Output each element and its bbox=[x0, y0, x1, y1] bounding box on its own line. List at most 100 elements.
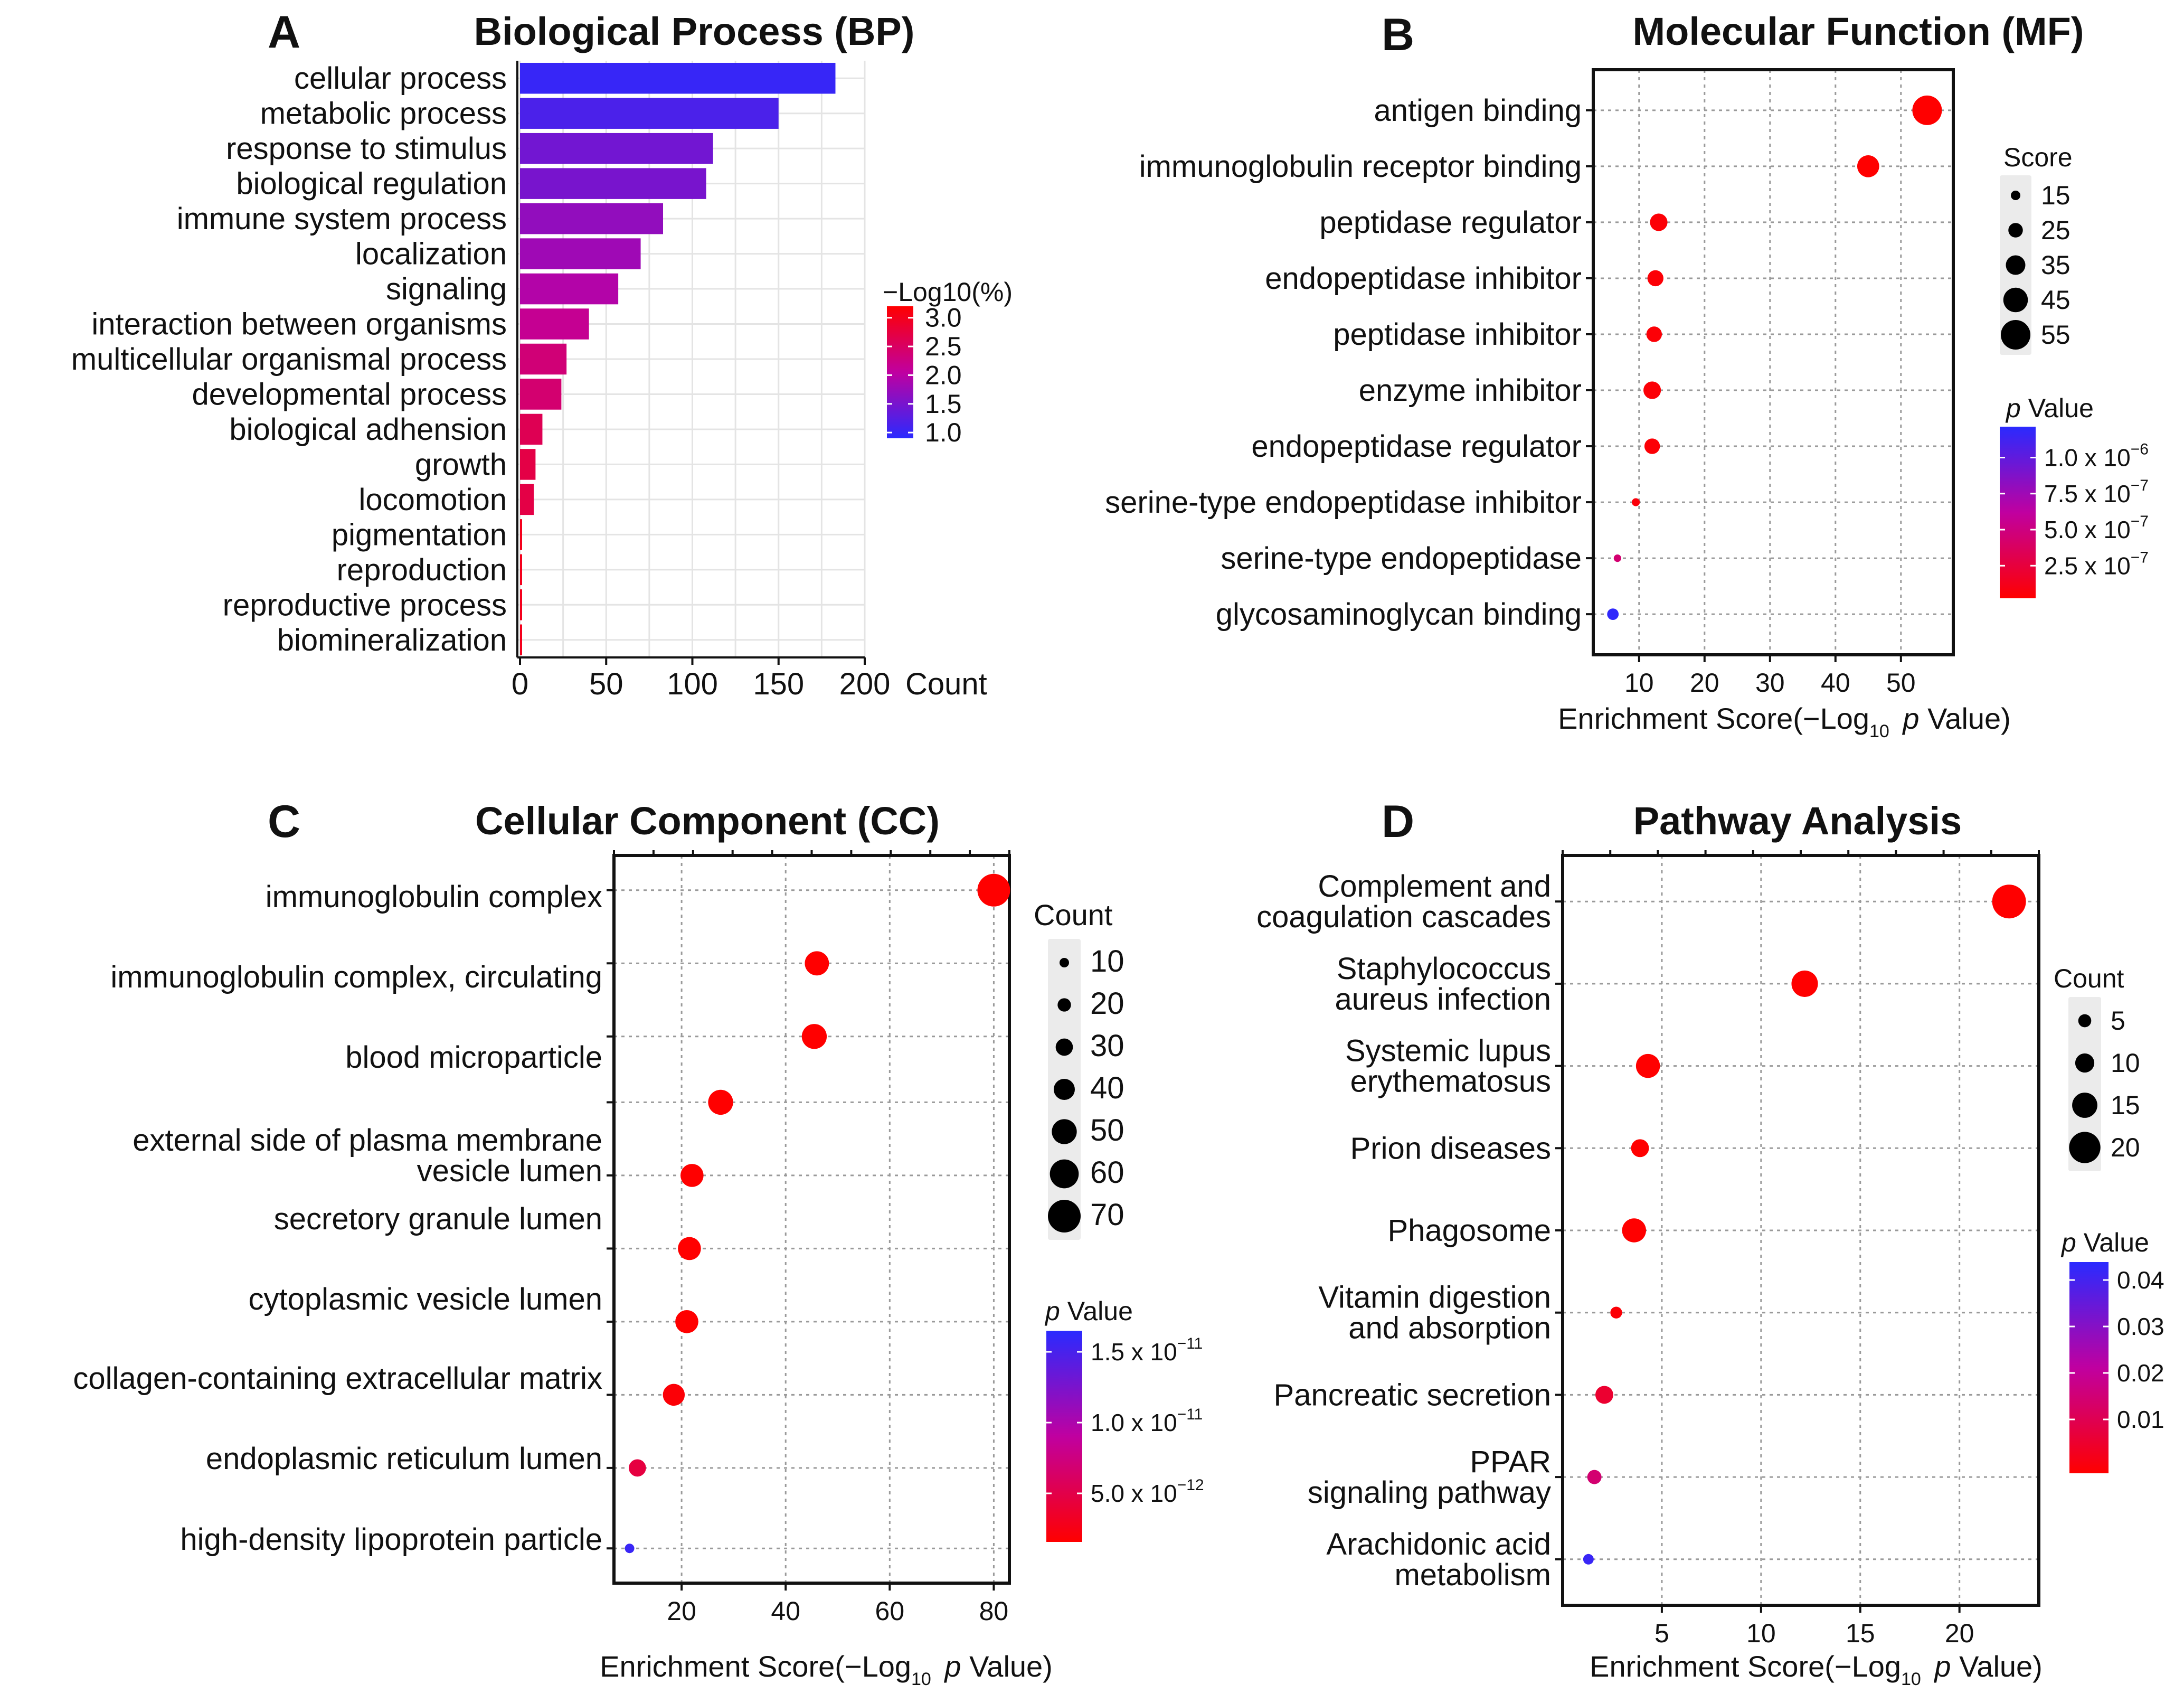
bar bbox=[520, 379, 562, 410]
category-label: locomotion bbox=[359, 483, 507, 517]
bar bbox=[520, 62, 836, 94]
category-label: Prion diseases bbox=[1350, 1131, 1551, 1165]
bar bbox=[520, 449, 536, 480]
category-label: Complement and bbox=[1318, 869, 1551, 904]
size-legend-label: 15 bbox=[2111, 1090, 2140, 1120]
size-legend-dot bbox=[2008, 223, 2023, 238]
size-legend-label: 60 bbox=[1090, 1155, 1124, 1190]
x-tick-label: 200 bbox=[839, 667, 891, 701]
data-point bbox=[977, 873, 1010, 907]
panel-c: C Cellular Component (CC) immunoglobulin c… bbox=[73, 796, 1204, 1689]
x-tick-label: 80 bbox=[979, 1596, 1009, 1626]
size-legend-dot bbox=[1050, 1159, 1079, 1189]
data-point bbox=[1857, 155, 1879, 177]
category-label: Vitamin digestion bbox=[1318, 1281, 1551, 1315]
category-label: immunoglobulin receptor binding bbox=[1139, 149, 1582, 184]
colorbar-tick-label: 2.5 bbox=[925, 332, 962, 361]
x-axis-label: Enrichment Score(−Log10 p Value) bbox=[1558, 702, 2011, 741]
category-label: immune system process bbox=[177, 202, 507, 236]
x-tick-label: 15 bbox=[1846, 1619, 1875, 1648]
size-legend-dot bbox=[2006, 255, 2026, 275]
size-legend-title: Count bbox=[1034, 898, 1113, 932]
size-legend-dot bbox=[2011, 191, 2020, 200]
category-label: serine-type endopeptidase bbox=[1221, 541, 1582, 576]
x-tick-label: 40 bbox=[1821, 668, 1850, 698]
chart-title: Biological Process (BP) bbox=[474, 10, 915, 53]
colorbar-tick-label: 1.5 x 10−11 bbox=[1091, 1335, 1203, 1366]
data-point bbox=[801, 1024, 827, 1049]
size-legend-label: 35 bbox=[2041, 250, 2070, 280]
size-legend-label: 50 bbox=[1090, 1113, 1124, 1147]
size-legend-label: 30 bbox=[1090, 1029, 1124, 1063]
color-legend-title: p Value bbox=[1044, 1296, 1133, 1326]
size-legend-dot bbox=[2078, 1014, 2092, 1028]
colorbar bbox=[2069, 1262, 2109, 1473]
x-tick-label: 100 bbox=[667, 667, 718, 701]
size-legend-title: Score bbox=[2003, 143, 2073, 172]
colorbar-tick-label: 3.0 bbox=[925, 303, 962, 333]
category-label: interaction between organisms bbox=[91, 307, 507, 342]
category-label: Phagosome bbox=[1387, 1213, 1551, 1248]
colorbar-tick-label: 1.0 x 10−11 bbox=[1091, 1406, 1203, 1436]
bar bbox=[520, 168, 706, 199]
size-legend-dot bbox=[2072, 1093, 2097, 1118]
size-legend-dot bbox=[2069, 1132, 2101, 1163]
data-point bbox=[1595, 1386, 1613, 1404]
category-label: vesicle lumen bbox=[417, 1154, 602, 1188]
colorbar-tick-label: 1.0 x 10−6 bbox=[2044, 441, 2149, 472]
x-tick-label: 20 bbox=[1690, 668, 1719, 698]
category-label: enzyme inhibitor bbox=[1359, 373, 1582, 408]
data-point bbox=[1643, 381, 1661, 399]
data-point bbox=[1583, 1554, 1594, 1565]
colorbar-tick-label: 0.01 bbox=[2117, 1406, 2164, 1433]
category-label: developmental process bbox=[192, 377, 507, 411]
size-legend-dot bbox=[2001, 320, 2030, 350]
data-point bbox=[1992, 885, 2026, 919]
data-point bbox=[805, 951, 829, 976]
x-tick-label: 50 bbox=[589, 667, 623, 701]
category-label: and absorption bbox=[1348, 1311, 1551, 1346]
data-point bbox=[678, 1237, 701, 1260]
category-label: endopeptidase inhibitor bbox=[1265, 261, 1582, 296]
category-label: cytoplasmic vesicle lumen bbox=[249, 1282, 602, 1316]
category-label: cellular process bbox=[294, 61, 507, 96]
size-legend-label: 55 bbox=[2041, 320, 2070, 350]
data-point bbox=[1607, 608, 1619, 620]
x-tick-label: 150 bbox=[753, 667, 804, 701]
category-label: endopeptidase regulator bbox=[1251, 429, 1582, 464]
x-tick-label: 20 bbox=[1945, 1619, 1974, 1648]
bar bbox=[520, 308, 589, 340]
data-point bbox=[708, 1089, 733, 1115]
data-point bbox=[663, 1384, 685, 1406]
colorbar-tick-label: 2.5 x 10−7 bbox=[2044, 549, 2149, 579]
bar bbox=[520, 519, 522, 550]
category-label: pigmentation bbox=[332, 518, 507, 552]
category-label: serine-type endopeptidase inhibitor bbox=[1105, 485, 1582, 520]
size-legend-label: 20 bbox=[1090, 986, 1124, 1021]
colorbar bbox=[1046, 1331, 1082, 1542]
x-tick-label: 30 bbox=[1755, 668, 1785, 698]
data-point bbox=[1613, 554, 1621, 562]
category-label: metabolic process bbox=[260, 97, 507, 131]
data-point bbox=[1632, 498, 1640, 506]
colorbar-tick-label: 0.03 bbox=[2117, 1313, 2164, 1340]
x-tick-label: 10 bbox=[1624, 668, 1654, 698]
category-label: reproduction bbox=[337, 553, 507, 587]
bar bbox=[520, 343, 567, 375]
size-legend-label: 25 bbox=[2041, 215, 2070, 245]
category-label: collagen-containing extracellular matrix bbox=[73, 1361, 602, 1396]
size-legend-label: 10 bbox=[2111, 1048, 2140, 1078]
category-label: immunoglobulin complex bbox=[266, 880, 602, 914]
category-label: glycosaminoglycan binding bbox=[1216, 597, 1582, 632]
data-point bbox=[1647, 270, 1663, 287]
size-legend-dot bbox=[1048, 1200, 1081, 1232]
size-legend-label: 10 bbox=[1090, 944, 1124, 978]
category-label: reproductive process bbox=[223, 588, 507, 622]
chart-title: Cellular Component (CC) bbox=[475, 799, 940, 843]
category-label: signaling bbox=[386, 272, 507, 306]
size-legend-dot bbox=[1057, 998, 1071, 1012]
panel-a: A Biological Process (BP) cellular process… bbox=[71, 7, 1013, 701]
category-label: Staphylococcus bbox=[1337, 952, 1551, 986]
data-point bbox=[1650, 213, 1668, 231]
